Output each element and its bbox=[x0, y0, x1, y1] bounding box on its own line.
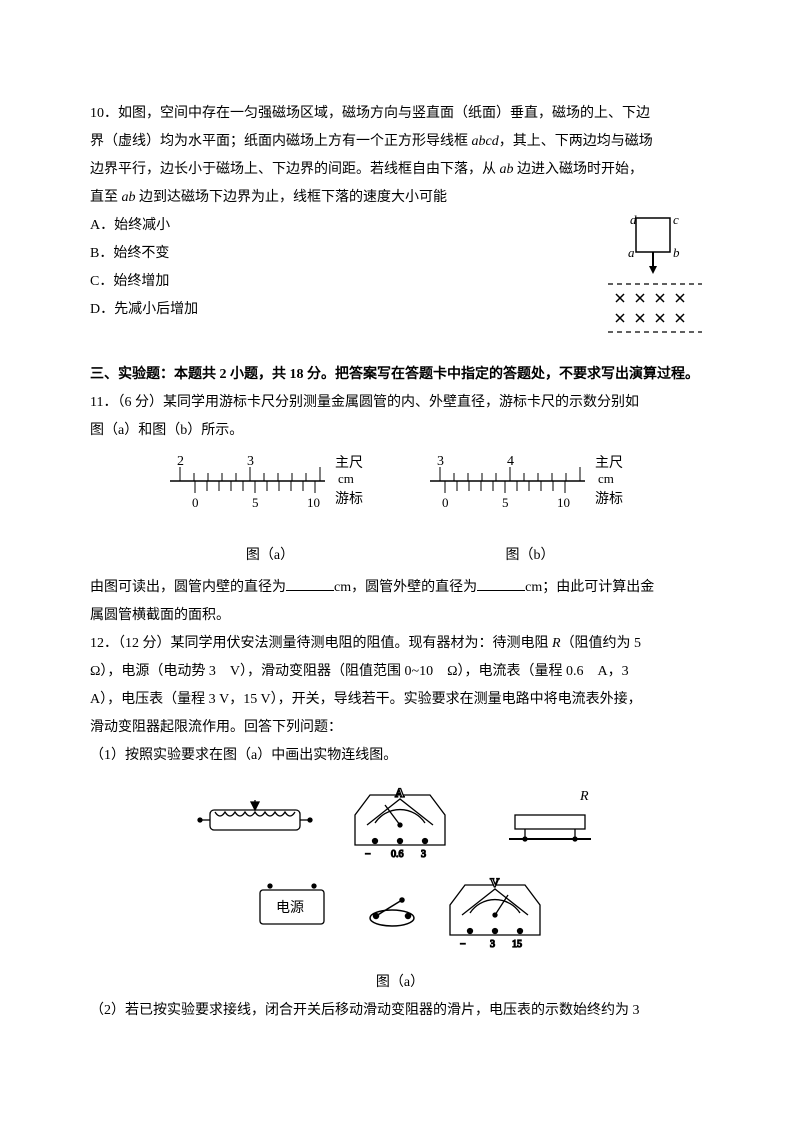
label-b: b bbox=[673, 245, 680, 260]
q12-R: R bbox=[552, 636, 561, 651]
ammeter-06: 0.6 bbox=[391, 849, 404, 860]
figa-5: 5 bbox=[252, 495, 259, 510]
label-c: c bbox=[673, 212, 679, 227]
figa-3: 3 bbox=[247, 454, 254, 469]
figa-label: 图（a） bbox=[160, 542, 380, 570]
q10-ab2: ab bbox=[122, 190, 136, 205]
voltmeter-15: 15 bbox=[512, 939, 522, 950]
ammeter-3: 3 bbox=[421, 849, 426, 860]
q12-p1: （1）按照实验要求在图（a）中画出实物连线图。 bbox=[90, 742, 710, 770]
section3-heading: 三、实验题：本题共 2 小题，共 18 分。把答案写在答题卡中指定的答题处，不要… bbox=[90, 361, 710, 389]
resistor-label: R bbox=[579, 789, 589, 804]
q10-l3c: 边进入磁场时开始， bbox=[514, 162, 644, 177]
figa-2: 2 bbox=[177, 454, 184, 469]
voltmeter-3: 3 bbox=[490, 939, 495, 950]
figb-zhuchi: 主尺 bbox=[595, 455, 623, 471]
q12-figure-a: A − 0.6 3 R 电源 V − 3 15 图（a） bbox=[90, 780, 710, 997]
blank-outer-diameter[interactable] bbox=[477, 575, 525, 591]
figa-10: 10 bbox=[307, 495, 320, 510]
q10-abcd: abcd bbox=[472, 134, 499, 149]
q10-line1: 10．如图，空间中存在一匀强磁场区域，磁场方向与竖直面（纸面）垂直，磁场的上、下… bbox=[90, 100, 710, 128]
q10-l3a: 边界平行，边长小于磁场上、下边界的间距。若线框自由下落，从 bbox=[90, 162, 500, 177]
q11-a2: cm，圆管外壁的直径为 bbox=[334, 580, 477, 595]
figa-zhuchi: 主尺 bbox=[335, 455, 363, 471]
q11-after: 由图可读出，圆管内壁的直径为 cm，圆管外壁的直径为 cm；由此可计算出金 bbox=[90, 574, 710, 602]
q11-line2: 图（a）和图（b）所示。 bbox=[90, 417, 710, 445]
q11-after-2: 属圆管横截面的面积。 bbox=[90, 602, 710, 630]
figb-0: 0 bbox=[442, 495, 449, 510]
q12-l3: A），电压表（量程 3 V，15 V），开关，导线若干。实验要求在测量电路中将电… bbox=[90, 686, 710, 714]
q11-fig-b: 3 4 主尺 cm 0 5 10 游标 图（b） bbox=[420, 453, 640, 570]
q10-figure: d c a b bbox=[600, 212, 710, 353]
q12-p2: （2）若已按实验要求接线，闭合开关后移动滑动变阻器的滑片，电压表的示数始终约为 … bbox=[90, 997, 710, 1025]
figb-youbiao: 游标 bbox=[595, 491, 623, 507]
q11-figures: 2 3 主尺 cm 0 5 10 游标 图（a） 3 bbox=[90, 453, 710, 570]
q11-line1: 11．（6 分）某同学用游标卡尺分别测量金属圆管的内、外壁直径，游标卡尺的示数分… bbox=[90, 389, 710, 417]
power-label: 电源 bbox=[276, 900, 304, 916]
svg-text:−: − bbox=[460, 939, 466, 950]
q12-fig-label: 图（a） bbox=[90, 969, 710, 997]
q10-ab1: ab bbox=[500, 162, 514, 177]
figa-cm: cm bbox=[338, 471, 354, 486]
figa-youbiao: 游标 bbox=[335, 491, 363, 507]
figb-label: 图（b） bbox=[420, 542, 640, 570]
q10-l4c: 边到达磁场下边界为止，线框下落的速度大小可能 bbox=[136, 190, 448, 205]
q10-line2: 界（虚线）均为水平面；纸面内磁场上方有一个正方形导线框 abcd，其上、下两边均… bbox=[90, 128, 710, 156]
figb-3: 3 bbox=[437, 454, 444, 469]
blank-inner-diameter[interactable] bbox=[286, 575, 334, 591]
q12-l1b: （阻值约为 5 bbox=[561, 636, 642, 651]
q10-line3: 边界平行，边长小于磁场上、下边界的间距。若线框自由下落，从 ab 边进入磁场时开… bbox=[90, 156, 710, 184]
q12-l2: Ω），电源（电动势 3 V），滑动变阻器（阻值范围 0~10 Ω），电流表（量程… bbox=[90, 658, 710, 686]
q11-a3: cm；由此可计算出金 bbox=[525, 580, 654, 595]
figa-0: 0 bbox=[192, 495, 199, 510]
q10-line4: 直至 ab 边到达磁场下边界为止，线框下落的速度大小可能 bbox=[90, 184, 710, 212]
label-a: a bbox=[628, 245, 635, 260]
svg-text:−: − bbox=[365, 849, 371, 860]
q10-l2c: ，其上、下两边均与磁场 bbox=[499, 134, 653, 149]
q11-a1: 由图可读出，圆管内壁的直径为 bbox=[90, 580, 286, 595]
figb-4: 4 bbox=[507, 454, 514, 469]
q12-l4: 滑动变阻器起限流作用。回答下列问题： bbox=[90, 714, 710, 742]
figb-cm: cm bbox=[598, 471, 614, 486]
q11-fig-a: 2 3 主尺 cm 0 5 10 游标 图（a） bbox=[160, 453, 380, 570]
q10-l2a: 界（虚线）均为水平面；纸面内磁场上方有一个正方形导线框 bbox=[90, 134, 472, 149]
q12-l1a: 12．（12 分）某同学用伏安法测量待测电阻的阻值。现有器材为：待测电阻 bbox=[90, 636, 552, 651]
figb-5: 5 bbox=[502, 495, 509, 510]
q10-l4a: 直至 bbox=[90, 190, 122, 205]
ammeter-label: A bbox=[395, 785, 405, 800]
q12-l1: 12．（12 分）某同学用伏安法测量待测电阻的阻值。现有器材为：待测电阻 R（阻… bbox=[90, 630, 710, 658]
voltmeter-label: V bbox=[490, 875, 500, 890]
label-d: d bbox=[630, 212, 637, 227]
figb-10: 10 bbox=[557, 495, 570, 510]
